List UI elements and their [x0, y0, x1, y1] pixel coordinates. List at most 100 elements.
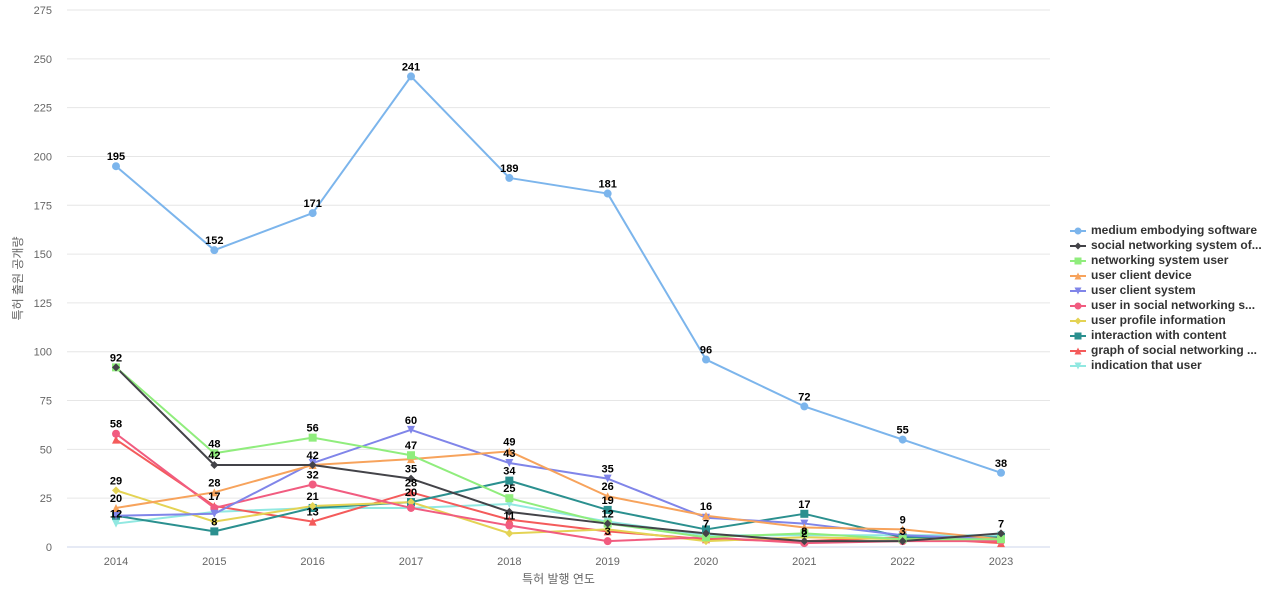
- data-point-marker[interactable]: [210, 509, 219, 518]
- data-point-marker[interactable]: [308, 517, 317, 526]
- data-point-marker[interactable]: [505, 459, 514, 468]
- y-tick-label: 250: [34, 54, 52, 66]
- data-point-marker[interactable]: [800, 509, 809, 518]
- data-label: 9: [900, 514, 906, 526]
- legend-item[interactable]: interaction with content: [1068, 328, 1278, 343]
- data-label: 34: [503, 466, 516, 478]
- data-point-marker[interactable]: [898, 537, 907, 546]
- data-point-marker[interactable]: [505, 447, 514, 456]
- data-point-marker[interactable]: [702, 511, 710, 520]
- data-point-marker[interactable]: [407, 451, 415, 460]
- data-point-marker[interactable]: [210, 527, 219, 536]
- legend-marker-icon: [1074, 347, 1082, 355]
- legend-label: social networking system of...: [1091, 238, 1262, 252]
- data-point-marker[interactable]: [603, 474, 612, 483]
- legend-label: interaction with content: [1091, 328, 1227, 342]
- legend-swatch-icon: [1070, 302, 1086, 310]
- data-point-marker[interactable]: [997, 535, 1005, 544]
- data-point-marker[interactable]: [505, 529, 514, 538]
- data-point-marker[interactable]: [112, 363, 120, 372]
- data-point-marker[interactable]: [505, 521, 514, 530]
- data-point-marker[interactable]: [898, 435, 907, 444]
- data-point-marker[interactable]: [898, 525, 907, 534]
- data-point-marker[interactable]: [407, 72, 415, 81]
- data-point-marker[interactable]: [210, 488, 219, 497]
- data-point-marker[interactable]: [800, 529, 809, 538]
- y-tick-label: 50: [40, 444, 52, 456]
- data-point-marker[interactable]: [800, 537, 809, 546]
- data-label: 12: [602, 509, 614, 521]
- legend-item[interactable]: user client device: [1068, 268, 1278, 283]
- data-point-marker[interactable]: [308, 480, 317, 489]
- data-point-marker[interactable]: [702, 529, 710, 538]
- y-tick-label: 200: [34, 151, 52, 163]
- data-point-marker[interactable]: [997, 468, 1005, 477]
- legend-label: graph of social networking ...: [1091, 343, 1258, 357]
- data-point-marker[interactable]: [112, 486, 120, 495]
- x-axis-title: 특허 발행 연도: [522, 571, 595, 586]
- legend-item[interactable]: user in social networking s...: [1068, 298, 1278, 313]
- data-point-marker[interactable]: [210, 517, 219, 526]
- legend-item[interactable]: user client system: [1068, 283, 1278, 298]
- y-tick-label: 275: [34, 5, 52, 17]
- legend-item[interactable]: social networking system of...: [1068, 238, 1278, 253]
- data-point-marker[interactable]: [308, 209, 317, 218]
- data-point-marker[interactable]: [112, 435, 120, 444]
- legend-item[interactable]: networking system user: [1068, 253, 1278, 268]
- data-point-marker[interactable]: [505, 494, 514, 503]
- legend-marker-icon: [1074, 302, 1082, 310]
- legend-swatch-icon: [1070, 317, 1086, 325]
- data-point-marker[interactable]: [603, 189, 612, 198]
- data-point-marker[interactable]: [308, 501, 317, 510]
- data-point-marker[interactable]: [505, 476, 514, 485]
- legend-item[interactable]: user profile information: [1068, 313, 1278, 328]
- x-tick-label: 2021: [792, 556, 816, 568]
- data-label: 12: [110, 509, 122, 521]
- data-point-marker[interactable]: [407, 474, 415, 483]
- data-point-marker[interactable]: [603, 505, 612, 514]
- data-label: 55: [897, 425, 909, 437]
- data-point-marker[interactable]: [505, 515, 514, 524]
- data-point-marker[interactable]: [603, 492, 612, 501]
- data-point-marker[interactable]: [800, 402, 809, 411]
- data-point-marker[interactable]: [112, 511, 120, 520]
- data-point-marker[interactable]: [603, 519, 612, 528]
- legend-marker-icon: [1074, 272, 1082, 280]
- data-point-marker[interactable]: [603, 537, 612, 546]
- data-point-marker[interactable]: [407, 498, 415, 507]
- data-point-marker[interactable]: [210, 460, 219, 469]
- legend-marker-icon: [1074, 227, 1082, 235]
- data-point-marker[interactable]: [210, 449, 219, 458]
- series-line: [115, 432, 1002, 545]
- data-label: 3: [900, 526, 906, 538]
- data-point-marker[interactable]: [997, 529, 1005, 538]
- legend-marker-icon: [1074, 287, 1082, 295]
- data-point-marker[interactable]: [702, 355, 710, 364]
- data-label: 42: [307, 450, 319, 462]
- data-point-marker[interactable]: [505, 173, 514, 182]
- data-point-marker[interactable]: [308, 433, 317, 442]
- data-label: 28: [208, 477, 220, 489]
- legend-item[interactable]: medium embodying software: [1068, 223, 1278, 238]
- data-point-marker[interactable]: [505, 507, 514, 516]
- data-point-marker[interactable]: [112, 429, 120, 438]
- data-point-marker[interactable]: [112, 503, 120, 512]
- series-lines: [115, 75, 1002, 545]
- legend-label: networking system user: [1091, 253, 1229, 267]
- data-point-marker[interactable]: [308, 460, 317, 469]
- x-tick-label: 2017: [399, 556, 423, 568]
- data-label: 20: [405, 487, 417, 499]
- data-point-marker[interactable]: [210, 246, 219, 255]
- legend-item[interactable]: graph of social networking ...: [1068, 343, 1278, 358]
- data-point-marker[interactable]: [407, 503, 415, 512]
- data-point-marker[interactable]: [112, 162, 120, 171]
- legend-swatch-icon: [1070, 257, 1086, 265]
- legend-marker-icon: [1074, 317, 1082, 325]
- data-point-marker[interactable]: [112, 519, 120, 528]
- data-point-marker[interactable]: [407, 425, 415, 434]
- data-point-marker[interactable]: [407, 488, 415, 497]
- data-label: 49: [503, 436, 515, 448]
- legend-item[interactable]: indication that user: [1068, 358, 1278, 373]
- data-label: 72: [798, 391, 810, 403]
